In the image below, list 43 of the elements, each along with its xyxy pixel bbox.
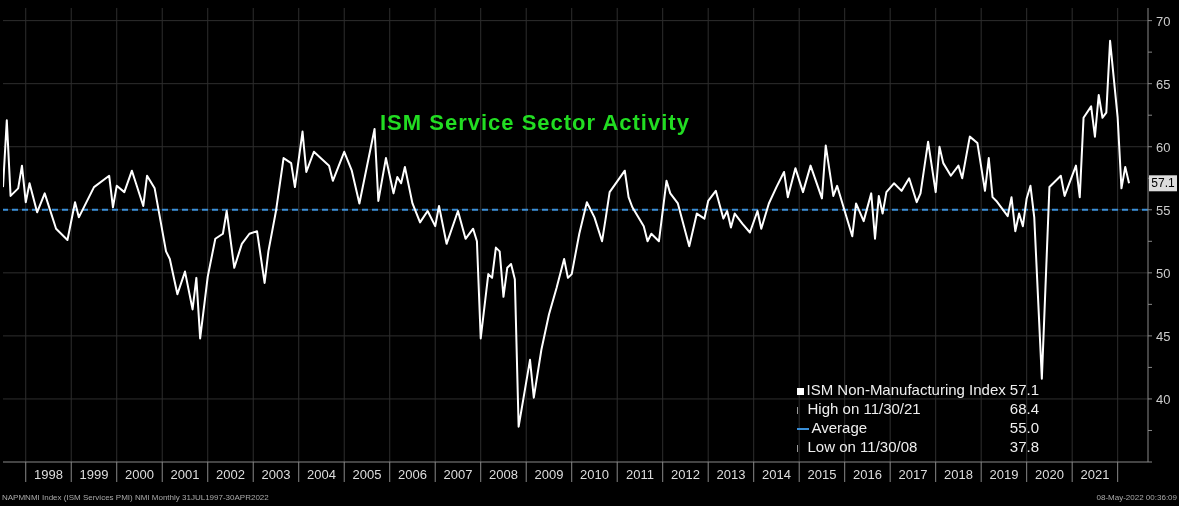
annotation: High on 11/30/21 xyxy=(806,399,922,418)
x-tick-label: 2008 xyxy=(489,467,518,482)
x-tick-label: 2012 xyxy=(670,467,700,482)
x-tick-label: 2018 xyxy=(943,467,973,482)
legend-label: ISM Non-Manufacturing Index xyxy=(805,380,1006,399)
y-tick-label: 70 xyxy=(1156,13,1171,29)
x-tick-label: 2007 xyxy=(443,467,473,482)
x-tick-label: 2016 xyxy=(852,467,882,482)
legend-label: Average xyxy=(810,418,869,437)
y-tick-label: 65 xyxy=(1156,76,1171,92)
x-tick-label: 2000 xyxy=(125,467,154,482)
x-tick-label: 2005 xyxy=(352,467,382,482)
annotation: Low on 11/30/08 xyxy=(806,437,919,456)
x-tick-label: 2009 xyxy=(534,467,564,482)
annotation: 55.0 xyxy=(1009,418,1039,437)
x-tick-label: 2019 xyxy=(989,467,1019,482)
y-tick-label: 45 xyxy=(1156,328,1171,344)
y-tick-label: 40 xyxy=(1156,391,1171,407)
annotation: 57.1 xyxy=(1151,176,1175,191)
text: NAPMNMI Index (ISM Services PMI) NMI Monthly 31JUL1997-30APR2022 xyxy=(2,493,269,502)
x-tick-label: 2002 xyxy=(216,467,245,482)
x-tick-label: 2021 xyxy=(1080,467,1110,482)
y-tick-label: 50 xyxy=(1156,265,1171,281)
x-tick-label: 2004 xyxy=(307,467,336,482)
text: 08-May-2022 00:36:09 xyxy=(1096,493,1177,502)
x-tick-label: 2011 xyxy=(625,467,654,482)
x-tick-label: 2010 xyxy=(580,467,609,482)
x-tick-label: 2003 xyxy=(261,467,291,482)
x-tick-label: 2013 xyxy=(716,467,746,482)
y-tick-label: 55 xyxy=(1156,202,1171,218)
x-tick-label: 2020 xyxy=(1034,467,1064,482)
x-tick-label: 2015 xyxy=(807,467,837,482)
y-tick-label: 60 xyxy=(1156,139,1171,155)
x-tick-label: 2017 xyxy=(898,467,928,482)
annotation: 68.4 xyxy=(1009,399,1039,418)
x-tick-label: 1999 xyxy=(79,467,109,482)
x-tick-label: 2014 xyxy=(761,467,791,482)
x-tick-label: 2006 xyxy=(398,467,427,482)
annotation: 37.8 xyxy=(1009,437,1039,456)
x-tick-label: 1998 xyxy=(34,467,63,482)
text: ISM Service Sector Activity xyxy=(380,110,690,136)
x-tick-label: 2001 xyxy=(170,467,200,482)
annotation: 57.1 xyxy=(1009,380,1039,399)
